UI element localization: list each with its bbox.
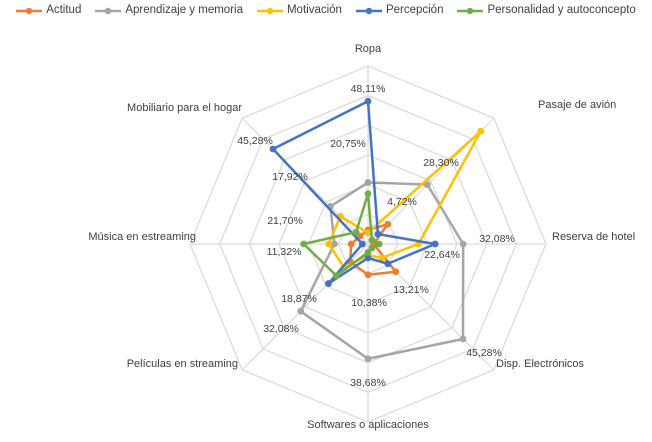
data-point bbox=[332, 272, 340, 280]
data-label: 18,87% bbox=[281, 293, 317, 305]
data-point bbox=[352, 228, 360, 236]
category-label: Películas en streaming bbox=[127, 358, 238, 370]
data-point bbox=[368, 244, 376, 252]
data-label: 17,92% bbox=[272, 171, 308, 183]
data-point bbox=[364, 179, 372, 186]
data-point bbox=[423, 181, 431, 189]
data-point bbox=[297, 307, 305, 315]
data-point bbox=[459, 335, 467, 343]
data-point bbox=[364, 190, 372, 198]
data-label: 13,21% bbox=[393, 284, 429, 296]
legend-swatch bbox=[256, 6, 283, 15]
data-label: 45,28% bbox=[466, 347, 502, 359]
data-point bbox=[269, 145, 277, 153]
legend-item: Actitud bbox=[16, 4, 81, 16]
series-4 bbox=[300, 190, 383, 280]
legend-label: Motivación bbox=[286, 4, 342, 16]
data-label: 21,70% bbox=[267, 215, 303, 227]
data-label: 11,32% bbox=[267, 246, 302, 258]
data-label: 4,72% bbox=[387, 196, 417, 208]
legend-label: Personalidad y autoconcepto bbox=[487, 4, 636, 16]
category-label: Softwares o aplicaciones bbox=[307, 419, 429, 431]
legend-item: Motivación bbox=[256, 4, 342, 16]
data-point bbox=[477, 127, 485, 135]
data-point bbox=[378, 254, 386, 262]
series-1 bbox=[297, 179, 467, 363]
category-label: Disp. Electrónicos bbox=[496, 358, 585, 370]
data-point bbox=[392, 268, 400, 276]
category-label: Ropa bbox=[355, 43, 382, 55]
data-point bbox=[364, 248, 372, 256]
data-point bbox=[364, 229, 372, 237]
category-label: Música en estreaming bbox=[88, 231, 196, 243]
legend-label: Percepción bbox=[385, 4, 444, 16]
grid-spoke bbox=[241, 117, 369, 245]
data-label: 32,08% bbox=[263, 323, 299, 335]
legend-item: Aprendizaje y memoria bbox=[95, 4, 243, 16]
data-point bbox=[364, 355, 372, 363]
data-point bbox=[364, 254, 372, 262]
data-point bbox=[384, 260, 392, 268]
data-label: 10,38% bbox=[351, 297, 387, 309]
data-point bbox=[364, 271, 372, 279]
data-point bbox=[368, 236, 376, 244]
data-point bbox=[358, 240, 366, 248]
legend-swatch bbox=[457, 6, 484, 15]
data-label: 20,75% bbox=[330, 138, 366, 150]
category-label: Reserva de hotel bbox=[552, 231, 635, 243]
legend: Actitud Aprendizaje y memoria Motivación Pe… bbox=[0, 4, 652, 16]
data-point bbox=[364, 97, 372, 105]
legend-item: Percepción bbox=[355, 4, 444, 16]
data-label: 32,08% bbox=[479, 233, 515, 245]
legend-label: Aprendizaje y memoria bbox=[125, 4, 243, 16]
data-point bbox=[375, 240, 383, 248]
data-point bbox=[331, 240, 338, 248]
legend-swatch bbox=[95, 6, 122, 15]
data-point bbox=[325, 240, 333, 248]
data-label: 45,28% bbox=[237, 135, 273, 147]
data-label: 48,11% bbox=[351, 83, 386, 95]
data-point bbox=[347, 240, 355, 248]
data-point bbox=[300, 240, 308, 248]
data-label: 38,68% bbox=[350, 377, 386, 389]
data-point bbox=[325, 280, 332, 287]
legend-label: Actitud bbox=[46, 4, 82, 16]
category-label: Pasaje de avión bbox=[538, 99, 616, 111]
data-label: 22,64% bbox=[424, 249, 460, 261]
data-point bbox=[384, 220, 392, 228]
series-3 bbox=[269, 97, 439, 287]
data-point bbox=[431, 240, 439, 248]
legend-swatch bbox=[355, 6, 382, 15]
data-point bbox=[459, 240, 467, 248]
legend-item: Personalidad y autoconcepto bbox=[457, 4, 636, 16]
data-point bbox=[374, 230, 382, 238]
category-label: Mobiliario para el hogar bbox=[127, 102, 242, 114]
legend-swatch bbox=[16, 6, 43, 15]
data-label: 28,30% bbox=[423, 157, 459, 169]
